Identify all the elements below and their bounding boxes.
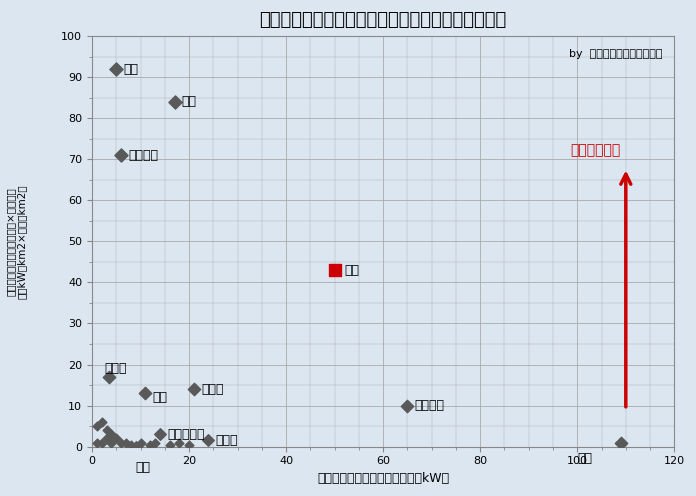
Text: ウクライナ: ウクライナ — [167, 428, 205, 441]
Point — [169, 98, 180, 106]
Point — [96, 418, 107, 426]
Point — [106, 438, 117, 446]
Text: 英国: 英国 — [152, 391, 168, 404]
Point — [130, 442, 141, 450]
Point — [91, 438, 102, 446]
Point — [120, 438, 132, 446]
Point — [615, 438, 626, 446]
Point — [184, 440, 195, 448]
Text: ドイツ: ドイツ — [201, 382, 223, 396]
Text: 台湾: 台湾 — [124, 62, 139, 75]
Title: 原子力発電所の事故による周辺地域への被害影響度: 原子力発電所の事故による周辺地域への被害影響度 — [260, 11, 507, 29]
Point — [104, 373, 115, 381]
Point — [203, 436, 214, 444]
Text: 韓国: 韓国 — [182, 95, 197, 109]
Point — [111, 65, 122, 73]
Point — [91, 422, 102, 430]
Text: スイス: スイス — [104, 362, 127, 375]
Point — [111, 434, 122, 442]
Point — [145, 440, 156, 448]
Point — [135, 438, 146, 446]
Point — [155, 431, 166, 438]
Point — [140, 389, 151, 397]
Text: 影響が大きい: 影響が大きい — [571, 143, 621, 157]
Point — [164, 440, 175, 448]
Text: ロシア: ロシア — [216, 434, 238, 447]
Point — [116, 438, 127, 446]
Point — [150, 438, 161, 446]
Point — [329, 266, 340, 274]
Text: 日本: 日本 — [345, 264, 359, 277]
Point — [189, 385, 200, 393]
Text: by  矢崎雅俊の「環境工学」: by 矢崎雅俊の「環境工学」 — [569, 49, 663, 59]
Point — [174, 438, 185, 446]
Text: 米国: 米国 — [577, 452, 592, 465]
Text: ベルギー: ベルギー — [129, 149, 159, 162]
X-axis label: 原発発電設備の設備容量（百万kW）: 原発発電設備の設備容量（百万kW） — [317, 472, 449, 485]
Point — [402, 402, 413, 410]
Text: 中国: 中国 — [136, 461, 151, 474]
Point — [116, 151, 127, 159]
Point — [125, 440, 136, 448]
Point — [106, 431, 117, 438]
Point — [101, 426, 112, 434]
Text: 面積当たりの原発設備容量×人口密度
（千kW／km2×人口／km2）: 面積当たりの原発設備容量×人口密度 （千kW／km2×人口／km2） — [6, 184, 27, 299]
Point — [101, 434, 112, 442]
Text: フランス: フランス — [415, 399, 445, 412]
Point — [96, 438, 107, 446]
